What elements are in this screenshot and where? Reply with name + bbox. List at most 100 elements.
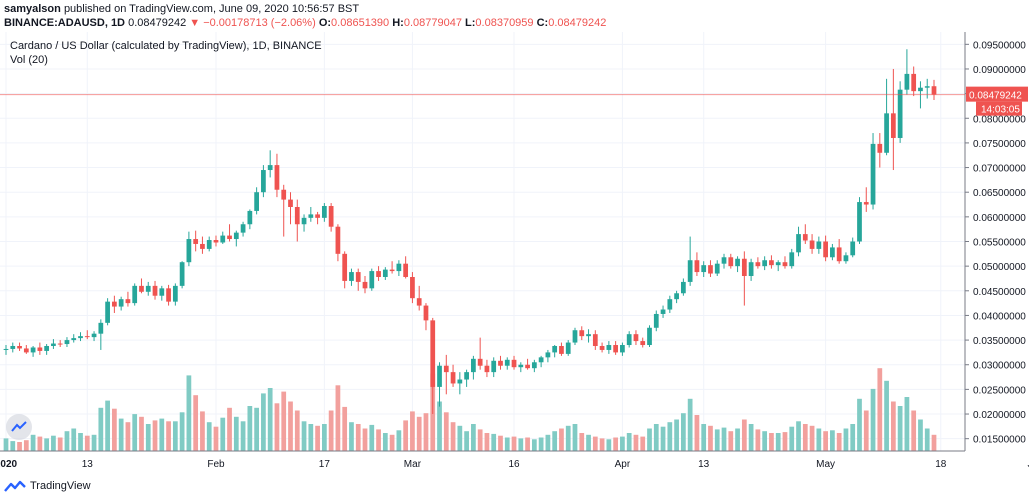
candle-body <box>112 301 117 307</box>
author-name[interactable]: samyalson <box>4 3 61 15</box>
candle-body <box>809 240 815 249</box>
candle-body <box>904 73 910 90</box>
volume-bar <box>200 411 205 451</box>
volume-bar <box>267 388 273 451</box>
volume-bar <box>355 424 361 451</box>
candle-body <box>647 327 652 346</box>
volume-bar <box>681 413 686 451</box>
candle-body <box>3 348 9 350</box>
volume-bar <box>531 439 537 451</box>
footer: TradingView <box>4 480 91 492</box>
volume-bar <box>376 429 381 451</box>
price-change: ▼ −0.00178713 (−2.06%) <box>189 17 316 29</box>
y-tick-label: 0.05000000 <box>973 262 1026 273</box>
candle-body <box>552 346 558 353</box>
last-price-tag-label: 0.08479242 <box>969 91 1022 102</box>
candle-body <box>728 257 734 267</box>
candle-body <box>403 263 409 277</box>
volume-bar <box>809 425 815 451</box>
volume-bar <box>911 410 917 451</box>
candle-body <box>592 334 598 347</box>
candle-body <box>748 262 754 277</box>
candle-body <box>145 285 151 292</box>
open-label: O: <box>318 17 332 29</box>
volume-bar <box>410 411 415 451</box>
volume-bar <box>579 433 585 451</box>
candle-body <box>498 360 503 366</box>
candle-body <box>355 272 361 282</box>
volume-bar <box>897 406 903 451</box>
volume-bar <box>193 395 199 451</box>
candle-body <box>118 299 124 307</box>
candle-body <box>924 86 930 88</box>
candle-body <box>220 235 226 243</box>
volume-bar <box>525 437 530 451</box>
volume-bar <box>464 431 469 451</box>
volume-bar <box>91 434 97 451</box>
candle-body <box>30 347 36 353</box>
volume-bar <box>423 413 429 451</box>
candle-body <box>423 305 429 321</box>
candle-body <box>918 87 923 92</box>
chart-area[interactable]: 0.095000000.090000000.085000000.08000000… <box>0 32 1029 478</box>
candle-body <box>674 293 679 300</box>
volume-bar <box>172 421 178 451</box>
volume-bar <box>592 436 598 451</box>
candle-body <box>159 288 165 296</box>
volume-bar <box>44 438 50 451</box>
candle-body <box>681 281 686 294</box>
volume-bar <box>802 424 808 451</box>
candle-body <box>755 262 761 267</box>
volume-bar <box>674 419 679 451</box>
volume-bar <box>714 429 720 451</box>
candle-body <box>613 345 619 353</box>
volume-bar <box>233 416 239 451</box>
candle-body <box>328 206 334 227</box>
candlestick-chart[interactable]: 0.095000000.090000000.085000000.08000000… <box>0 32 1029 478</box>
brand-name[interactable]: TradingView <box>30 480 91 492</box>
y-tick-label: 0.05500000 <box>973 238 1026 249</box>
y-tick-label: 0.06000000 <box>973 213 1026 224</box>
volume-bar <box>342 406 348 451</box>
volume-bar <box>836 433 842 451</box>
candle-body <box>132 285 138 304</box>
candle-body <box>152 285 158 296</box>
candle-body <box>437 365 442 387</box>
volume-bar <box>288 401 293 451</box>
candle-body <box>565 342 571 354</box>
volume-bar <box>653 424 659 451</box>
volume-bar <box>321 424 327 451</box>
candle-body <box>443 365 449 373</box>
high-value: 0.08779047 <box>403 17 462 29</box>
x-tick-label: Feb <box>207 459 225 470</box>
candle-body <box>870 143 876 205</box>
volume-bar <box>924 428 930 451</box>
x-tick-label: 13 <box>698 459 710 470</box>
candle-body <box>321 206 327 218</box>
tradingview-logo-icon[interactable] <box>4 480 26 492</box>
volume-bar <box>247 406 253 451</box>
volume-bar <box>741 419 747 451</box>
low-value: 0.08370959 <box>475 17 534 29</box>
close-label: C: <box>536 17 549 29</box>
volume-bar <box>823 431 828 451</box>
candle-body <box>430 320 436 387</box>
candle-body <box>51 343 56 347</box>
y-tick-label: 0.09500000 <box>973 40 1026 51</box>
volume-bar <box>599 438 605 451</box>
y-tick-label: 0.02500000 <box>973 385 1026 396</box>
x-tick-label: 13 <box>82 459 94 470</box>
candle-body <box>206 240 212 249</box>
volume-bar <box>613 437 619 451</box>
candle-body <box>606 345 612 350</box>
candle-body <box>247 210 253 225</box>
volume-bar <box>782 432 788 451</box>
volume-bar <box>694 415 700 451</box>
ohlc-header: BINANCE:ADAUSD, 1D 0.08479242 ▼ −0.00178… <box>4 17 606 29</box>
volume-bar <box>769 433 774 451</box>
candle-body <box>64 340 70 345</box>
volume-bar <box>71 428 77 451</box>
volume-bar <box>23 440 29 451</box>
candle-body <box>633 334 639 342</box>
candle-body <box>396 263 402 272</box>
